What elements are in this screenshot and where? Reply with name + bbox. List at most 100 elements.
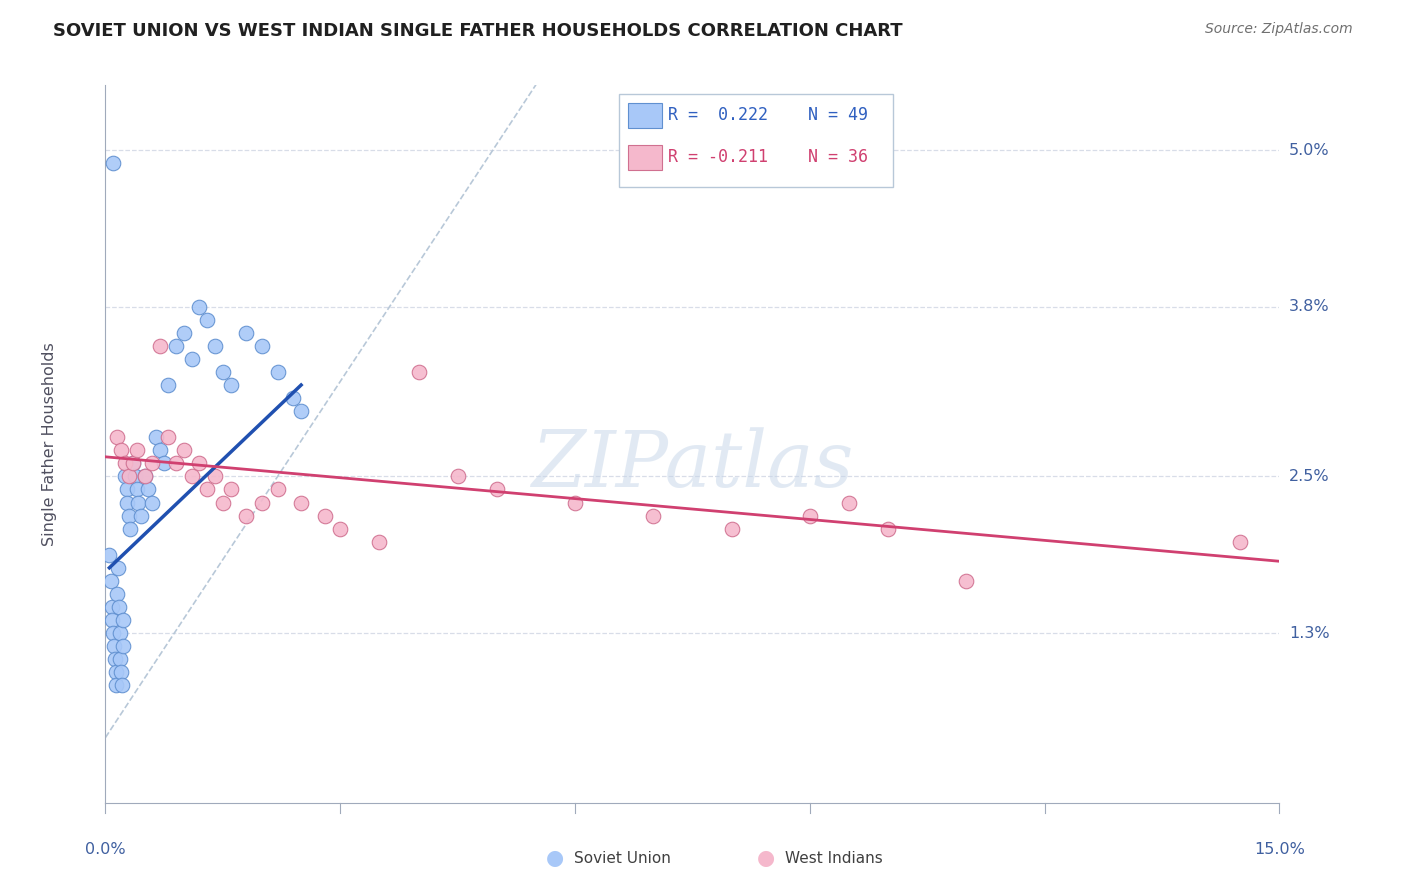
Point — [447, 469, 470, 483]
Text: Source: ZipAtlas.com: Source: ZipAtlas.com — [1205, 22, 1353, 37]
Point — [314, 508, 336, 523]
Point — [111, 613, 134, 627]
Point — [111, 678, 134, 692]
Text: ZIPatlas: ZIPatlas — [531, 427, 853, 503]
Text: 2.5%: 2.5% — [1289, 469, 1330, 483]
Point — [250, 495, 273, 509]
Point — [408, 365, 430, 379]
Point — [165, 456, 187, 470]
Point — [720, 522, 742, 536]
Point — [104, 652, 127, 666]
Point — [799, 508, 821, 523]
Point — [1229, 534, 1251, 549]
Point — [329, 522, 352, 536]
Point — [110, 443, 132, 458]
Point — [107, 599, 129, 614]
Point — [368, 534, 391, 549]
Point — [118, 508, 141, 523]
Text: 5.0%: 5.0% — [1289, 143, 1330, 158]
Point — [173, 326, 195, 340]
Point — [643, 508, 665, 523]
Point — [180, 469, 202, 483]
Point — [100, 599, 122, 614]
Point — [153, 456, 176, 470]
Point — [266, 365, 288, 379]
Point — [195, 312, 218, 326]
Point — [127, 495, 149, 509]
Point — [98, 548, 121, 562]
Point — [204, 469, 226, 483]
Text: ●: ● — [758, 848, 775, 868]
Point — [165, 339, 187, 353]
Point — [105, 587, 128, 601]
Point — [283, 391, 305, 405]
Point — [485, 483, 508, 497]
Text: West Indians: West Indians — [785, 851, 883, 865]
Point — [118, 469, 141, 483]
Text: ●: ● — [547, 848, 564, 868]
Point — [219, 483, 242, 497]
Point — [290, 404, 312, 418]
Point — [157, 378, 180, 392]
Point — [235, 508, 257, 523]
Point — [103, 639, 125, 653]
Point — [110, 665, 132, 680]
Point — [129, 508, 152, 523]
Point — [955, 574, 977, 588]
Text: R = -0.211    N = 36: R = -0.211 N = 36 — [668, 148, 868, 166]
Text: 3.8%: 3.8% — [1289, 299, 1330, 314]
Point — [121, 456, 143, 470]
Text: 15.0%: 15.0% — [1254, 842, 1305, 857]
Point — [235, 326, 257, 340]
Point — [290, 495, 312, 509]
Point — [107, 561, 129, 575]
Point — [103, 626, 125, 640]
Point — [250, 339, 273, 353]
Point — [105, 430, 128, 444]
Point — [188, 300, 211, 314]
Text: SOVIET UNION VS WEST INDIAN SINGLE FATHER HOUSEHOLDS CORRELATION CHART: SOVIET UNION VS WEST INDIAN SINGLE FATHE… — [53, 22, 903, 40]
Point — [877, 522, 900, 536]
Point — [114, 469, 136, 483]
Point — [114, 456, 136, 470]
Point — [101, 613, 124, 627]
Point — [141, 495, 163, 509]
Point — [141, 456, 163, 470]
Point — [134, 469, 156, 483]
Point — [120, 522, 142, 536]
Point — [188, 456, 211, 470]
Point — [117, 495, 139, 509]
Point — [124, 469, 146, 483]
Point — [149, 443, 172, 458]
Point — [125, 483, 148, 497]
Point — [110, 652, 132, 666]
Point — [125, 443, 148, 458]
Point — [105, 678, 128, 692]
Point — [134, 469, 156, 483]
Point — [211, 365, 233, 379]
Point — [149, 339, 172, 353]
Text: 0.0%: 0.0% — [86, 842, 125, 857]
Point — [838, 495, 860, 509]
Point — [564, 495, 586, 509]
Text: Single Father Households: Single Father Households — [42, 342, 56, 546]
Point — [138, 483, 160, 497]
Point — [104, 665, 127, 680]
Point — [157, 430, 180, 444]
Point — [112, 639, 135, 653]
Point — [103, 156, 125, 170]
Point — [115, 483, 138, 497]
Point — [195, 483, 218, 497]
Point — [211, 495, 233, 509]
Text: Soviet Union: Soviet Union — [574, 851, 671, 865]
Point — [180, 351, 202, 366]
Text: 1.3%: 1.3% — [1289, 625, 1330, 640]
Point — [266, 483, 288, 497]
Point — [121, 456, 143, 470]
Point — [204, 339, 226, 353]
Text: R =  0.222    N = 49: R = 0.222 N = 49 — [668, 106, 868, 124]
Point — [108, 626, 131, 640]
Point — [219, 378, 242, 392]
Point — [145, 430, 167, 444]
Point — [173, 443, 195, 458]
